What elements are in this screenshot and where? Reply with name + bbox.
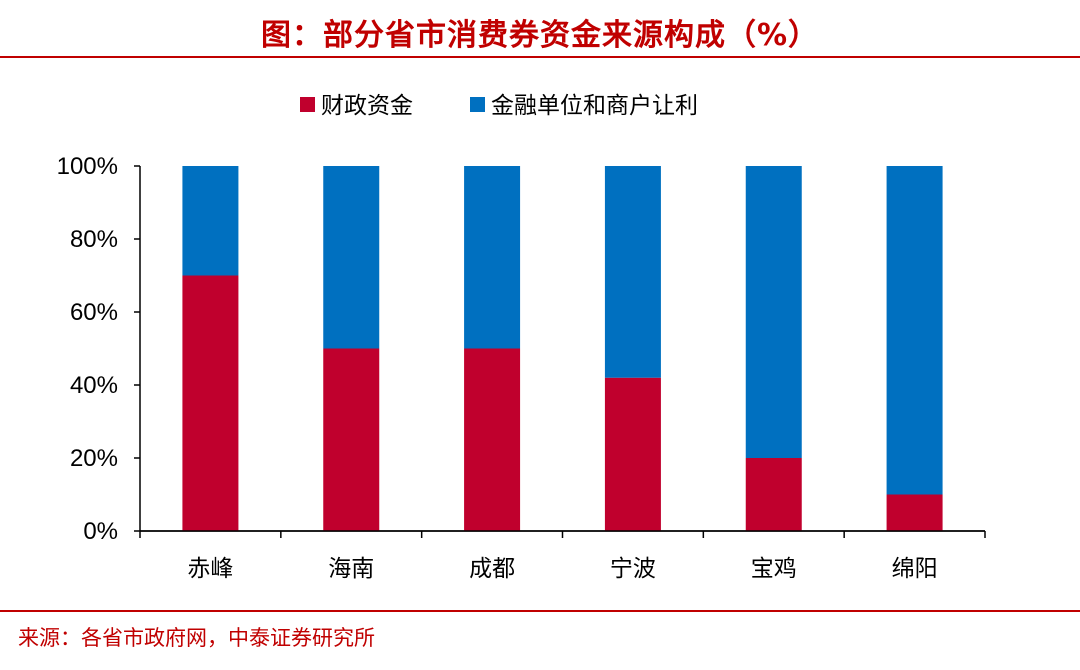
legend-swatch-2 <box>470 97 485 112</box>
y-tick-label: 40% <box>70 372 118 399</box>
x-category-label: 宝鸡 <box>751 556 797 582</box>
y-tick-label: 60% <box>70 299 118 326</box>
bar-fiscal-3 <box>464 348 521 531</box>
bar-fiscal-2 <box>323 348 380 531</box>
bar-merchant-2 <box>323 166 380 349</box>
bar-merchant-5 <box>745 166 802 458</box>
chart-title: 图：部分省市消费券资金来源构成（%） <box>260 18 820 53</box>
y-tick-label: 80% <box>70 226 118 253</box>
legend-label-1: 财政资金 <box>321 93 413 119</box>
bar-fiscal-1 <box>182 275 239 531</box>
source-note: 来源：各省市政府网，中泰证券研究所 <box>18 626 375 650</box>
bar-fiscal-5 <box>745 458 802 531</box>
x-category-label: 绵阳 <box>892 556 938 582</box>
bar-fiscal-6 <box>886 494 943 531</box>
bar-merchant-4 <box>604 166 661 378</box>
x-category-label: 宁波 <box>610 556 656 582</box>
y-tick-label: 0% <box>83 518 118 545</box>
y-tick-label: 20% <box>70 445 118 472</box>
x-category-label: 成都 <box>469 556 515 582</box>
y-tick-label: 100% <box>57 153 118 180</box>
source-rule <box>0 610 1080 612</box>
legend-swatch-1 <box>300 97 315 112</box>
bar-fiscal-4 <box>604 377 661 531</box>
bar-merchant-3 <box>464 166 521 349</box>
stacked-bar-chart: 财政资金 金融单位和商户让利 0% 20% 40% 60% 80% 100% 赤峰 海南 成都 宁波 宝… <box>57 93 986 582</box>
bar-merchant-1 <box>182 166 239 276</box>
x-category-label: 海南 <box>328 556 374 582</box>
x-category-label: 赤峰 <box>187 556 233 582</box>
title-rule <box>0 56 1080 58</box>
bar-merchant-6 <box>886 166 943 495</box>
legend-label-2: 金融单位和商户让利 <box>491 93 698 119</box>
